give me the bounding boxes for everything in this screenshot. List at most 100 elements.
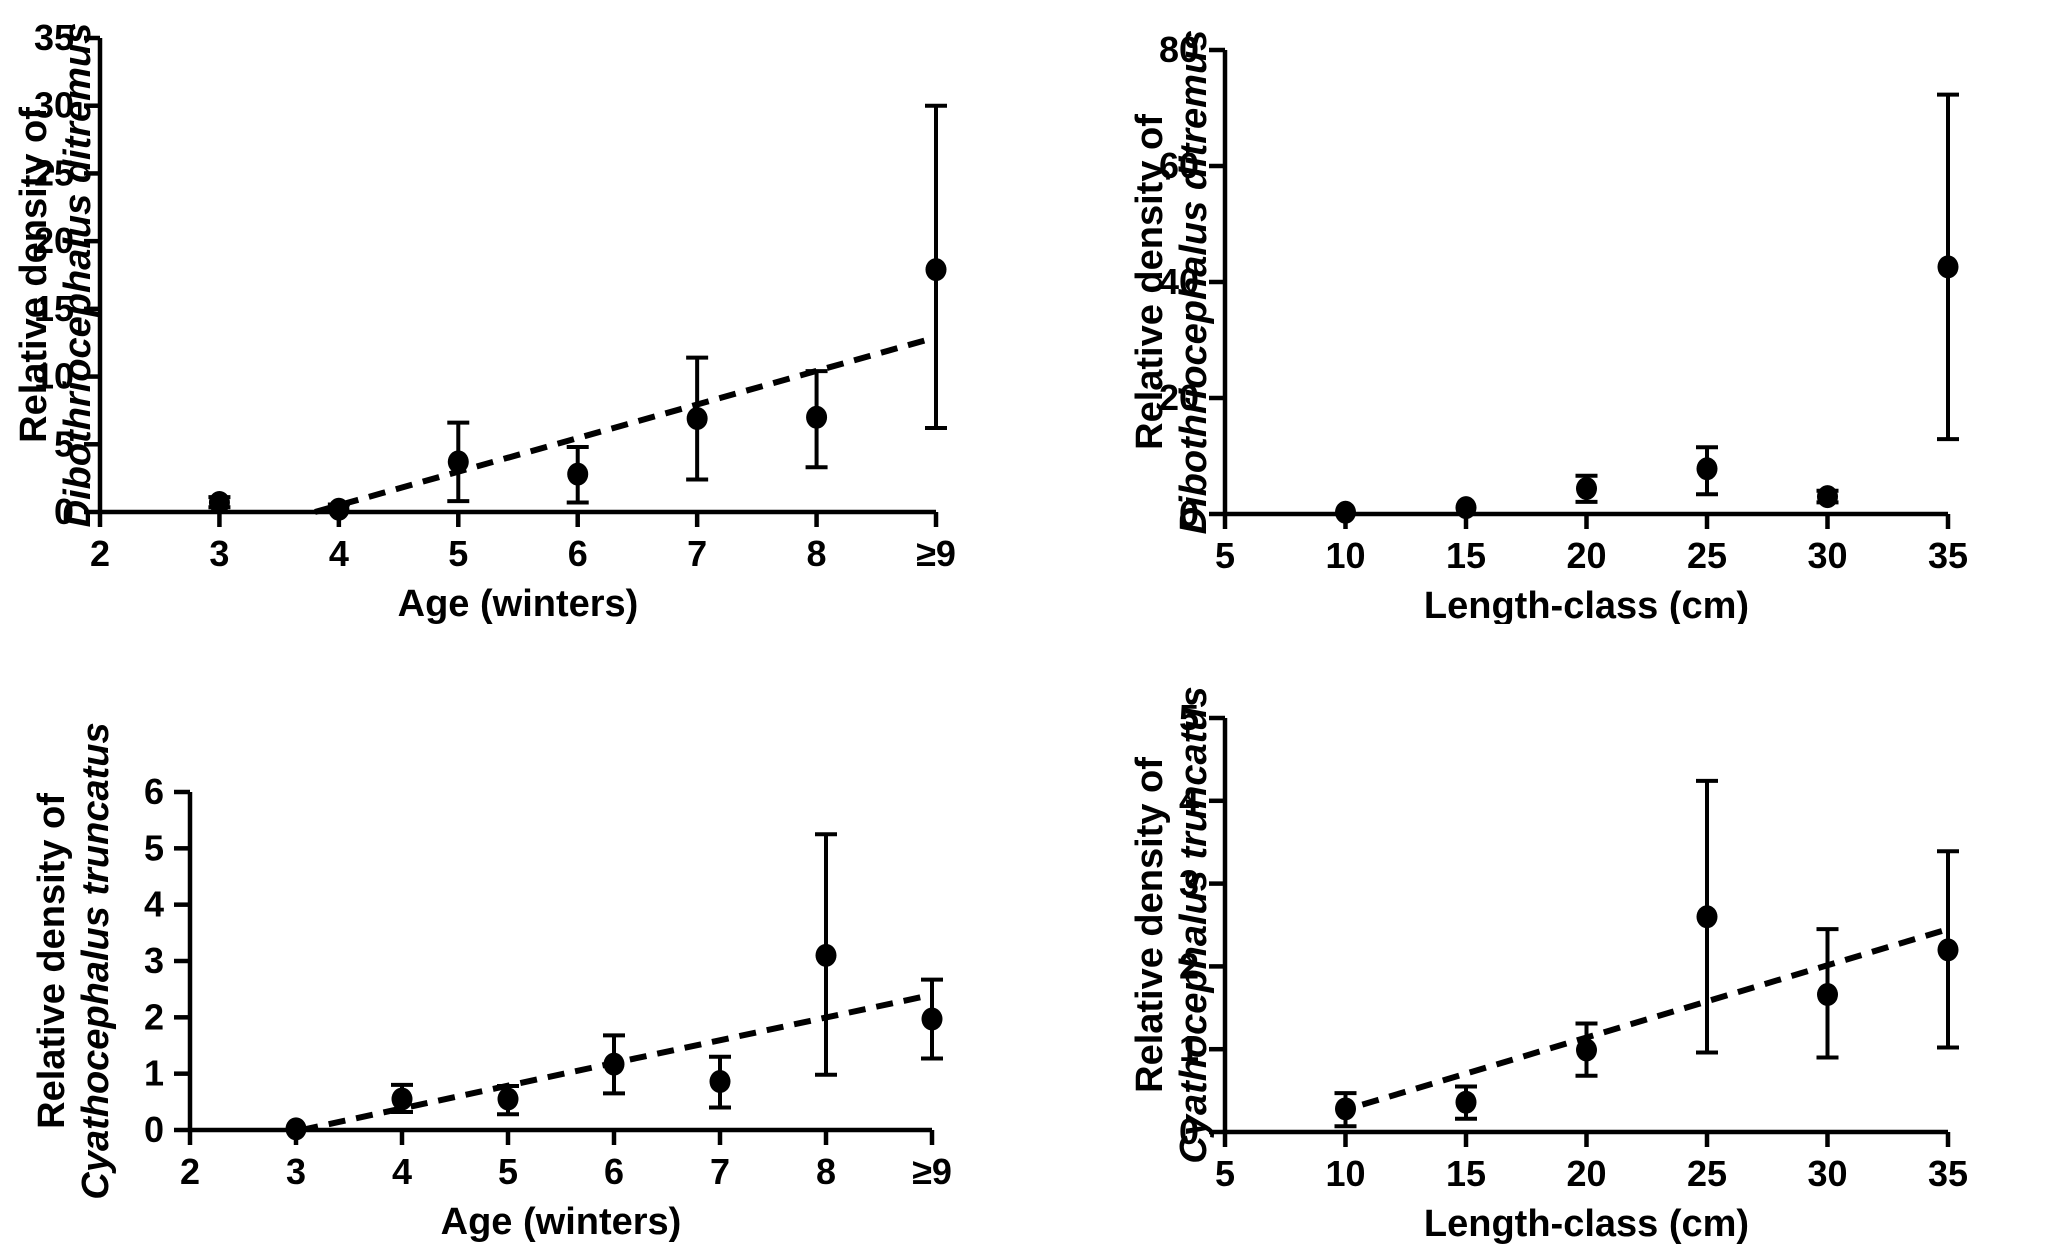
x-tick-label: 20 bbox=[1566, 535, 1606, 576]
trend-line bbox=[1361, 926, 1949, 1108]
y-tick-label: 5 bbox=[144, 827, 164, 868]
x-tick-label: 10 bbox=[1325, 535, 1365, 576]
y-tick-label: 2 bbox=[144, 996, 164, 1037]
data-point-marker bbox=[815, 943, 837, 967]
y-tick-label: 80 bbox=[1159, 29, 1199, 70]
y-axis-title-line2: Cyathocephalus truncatus bbox=[75, 722, 117, 1199]
x-tick-label: 5 bbox=[498, 1151, 518, 1192]
x-tick-label: 6 bbox=[604, 1151, 624, 1192]
y-axis-title-line2: Dibothriocephalus ditremus bbox=[57, 23, 99, 528]
x-tick-label: 8 bbox=[807, 533, 827, 574]
x-tick-label: 15 bbox=[1446, 1153, 1486, 1194]
data-point-marker bbox=[1455, 496, 1477, 520]
x-tick-label: 25 bbox=[1687, 535, 1727, 576]
x-tick-label: 5 bbox=[1215, 535, 1235, 576]
x-tick-label: 2 bbox=[90, 533, 110, 574]
data-point-marker bbox=[391, 1087, 413, 1111]
x-tick-label: ≥9 bbox=[912, 1151, 952, 1192]
data-point-marker bbox=[1937, 938, 1959, 962]
x-tick-label: 35 bbox=[1928, 535, 1968, 576]
y-tick-label: 3 bbox=[144, 940, 164, 981]
y-tick-label: 30 bbox=[34, 85, 74, 126]
data-point-marker bbox=[1576, 476, 1597, 500]
data-point-marker bbox=[603, 1052, 625, 1076]
y-tick-label: 20 bbox=[1159, 377, 1199, 418]
y-tick-label: 15 bbox=[34, 288, 74, 329]
y-axis-title-line2: Cyathocephalus truncatus bbox=[1173, 686, 1215, 1163]
data-point-marker bbox=[1817, 485, 1838, 509]
data-point-marker bbox=[686, 407, 708, 431]
x-tick-label: 6 bbox=[568, 533, 588, 574]
x-tick-label: 2 bbox=[180, 1151, 200, 1192]
y-tick-label: 35 bbox=[34, 17, 74, 58]
x-tick-label: 5 bbox=[1215, 1153, 1235, 1194]
x-tick-label: 4 bbox=[329, 533, 349, 574]
panel-truncatus-vs-age-chart: 0 1 2 3 4 5 6 2 3 4 5 6 7 8 ≥9 Age (winters) Relative de… bbox=[31, 722, 952, 1243]
data-point-marker bbox=[497, 1087, 519, 1111]
y-tick-label: 6 bbox=[144, 771, 164, 812]
data-point-marker bbox=[1696, 905, 1718, 929]
y-tick-label: 20 bbox=[34, 220, 74, 261]
data-point-marker bbox=[1696, 457, 1718, 481]
x-tick-label: 3 bbox=[209, 533, 229, 574]
y-axis-title-line1: Relative density of bbox=[31, 793, 73, 1129]
y-tick-label: 5 bbox=[1179, 697, 1199, 738]
panel-ditremus-vs-length-chart: 0 20 40 60 80 5 10 15 20 25 30 35 Length-class (cm) R… bbox=[1129, 29, 1968, 624]
panel-ditremus-vs-age-chart: 0 5 10 15 20 25 30 35 2 3 4 5 6 7 8 ≥9 Age (winters) Rela… bbox=[13, 17, 956, 624]
y-tick-label: 4 bbox=[1179, 780, 1199, 821]
y-tick-label: 10 bbox=[34, 356, 74, 397]
x-tick-label: 30 bbox=[1807, 535, 1847, 576]
x-tick-label: 30 bbox=[1807, 1153, 1847, 1194]
x-tick-label: 5 bbox=[448, 533, 468, 574]
data-point-marker bbox=[1335, 500, 1356, 524]
x-tick-label: 35 bbox=[1928, 1153, 1968, 1194]
y-axis-title-line2: Dibothriocephalus ditremus bbox=[1173, 30, 1215, 535]
x-tick-label: 10 bbox=[1325, 1153, 1365, 1194]
data-point-marker bbox=[806, 405, 828, 429]
x-tick-label: 20 bbox=[1566, 1153, 1606, 1194]
data-point-marker bbox=[1937, 255, 1959, 279]
x-tick-label: 15 bbox=[1446, 535, 1486, 576]
y-axis-title-line1: Relative density of bbox=[13, 107, 55, 443]
x-axis-title: Age (winters) bbox=[441, 1201, 682, 1243]
data-point-marker bbox=[1335, 1097, 1356, 1121]
y-tick-label: 40 bbox=[1159, 261, 1199, 302]
y-axis-title-line1: Relative density of bbox=[1129, 114, 1171, 450]
data-point-marker bbox=[709, 1070, 731, 1094]
y-tick-label: 0 bbox=[144, 1109, 164, 1150]
x-tick-label: 7 bbox=[710, 1151, 730, 1192]
x-tick-label: 4 bbox=[392, 1151, 412, 1192]
y-axis-title-line1: Relative density of bbox=[1129, 757, 1171, 1093]
y-tick-label: 1 bbox=[144, 1053, 164, 1094]
x-axis-title: Length-class (cm) bbox=[1424, 1203, 1749, 1245]
x-axis-title: Length-class (cm) bbox=[1424, 585, 1749, 624]
y-tick-label: 25 bbox=[34, 152, 74, 193]
data-point-marker bbox=[285, 1117, 307, 1141]
y-tick-label: 0 bbox=[1179, 493, 1199, 534]
y-tick-label: 2 bbox=[1179, 945, 1199, 986]
data-point-marker bbox=[447, 450, 469, 474]
y-tick-label: 60 bbox=[1159, 145, 1199, 186]
x-tick-label: 7 bbox=[687, 533, 707, 574]
x-tick-label: 25 bbox=[1687, 1153, 1727, 1194]
y-tick-label: 0 bbox=[54, 491, 74, 532]
y-tick-label: 1 bbox=[1179, 1028, 1199, 1069]
x-tick-label: 8 bbox=[816, 1151, 836, 1192]
data-point-marker bbox=[1817, 983, 1838, 1007]
x-tick-label: ≥9 bbox=[916, 533, 956, 574]
y-tick-label: 3 bbox=[1179, 863, 1199, 904]
x-axis-title: Age (winters) bbox=[398, 583, 639, 624]
data-point-marker bbox=[567, 462, 589, 486]
data-point-marker bbox=[1455, 1090, 1477, 1114]
y-tick-label: 5 bbox=[54, 423, 74, 464]
data-point-marker bbox=[208, 491, 230, 515]
panel-truncatus-vs-length-chart: 0 1 2 3 4 5 5 10 15 20 25 30 35 Length-class (cm) Rela… bbox=[1129, 686, 1968, 1245]
data-point-marker bbox=[921, 1007, 943, 1031]
y-tick-label: 0 bbox=[1179, 1111, 1199, 1152]
data-point-marker bbox=[1576, 1038, 1597, 1062]
trend-line bbox=[314, 334, 937, 515]
data-point-marker bbox=[328, 497, 350, 521]
data-point-marker bbox=[925, 258, 947, 282]
y-tick-label: 4 bbox=[144, 884, 164, 925]
